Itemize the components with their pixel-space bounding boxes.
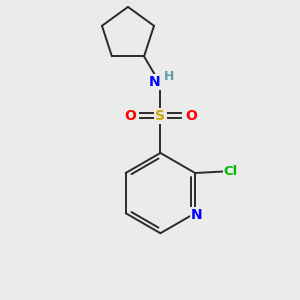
Text: S: S xyxy=(155,109,165,123)
Text: O: O xyxy=(124,109,136,123)
Text: H: H xyxy=(164,70,174,83)
Text: N: N xyxy=(191,208,203,222)
Text: Cl: Cl xyxy=(224,165,238,178)
Text: O: O xyxy=(185,109,197,123)
Text: N: N xyxy=(149,75,161,88)
